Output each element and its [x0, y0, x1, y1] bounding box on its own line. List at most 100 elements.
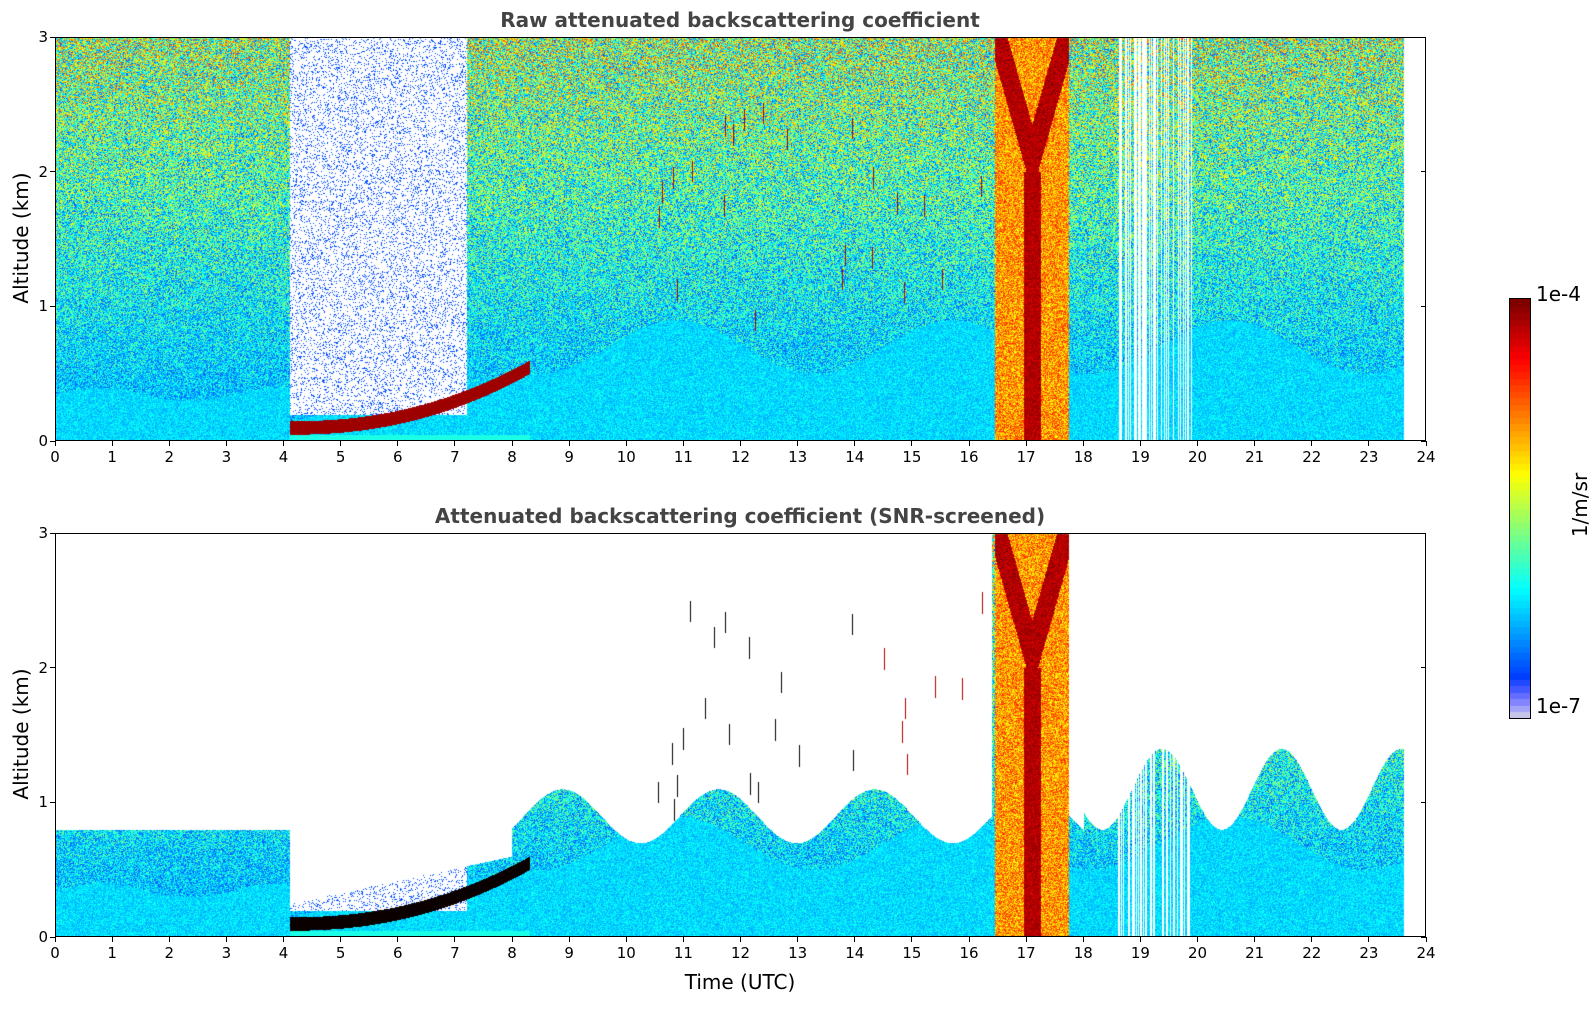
colorbar-unit-label: 1/m/sr [1568, 472, 1592, 538]
x-tick-mark [225, 937, 227, 942]
x-tick-mark [111, 441, 113, 446]
x-tick-mark [168, 937, 170, 942]
x-tick-label: 0 [50, 944, 60, 962]
top-plot-title: Raw attenuated backscattering coefficien… [500, 8, 980, 32]
x-tick-label: 4 [278, 448, 289, 466]
x-tick-label: 7 [450, 448, 460, 466]
x-tick-mark [1425, 441, 1427, 446]
y-tick-mark [1421, 532, 1426, 534]
x-tick-mark [1025, 441, 1027, 446]
y-tick-mark [1421, 801, 1426, 803]
x-tick-mark [1197, 937, 1198, 942]
x-tick-label: 24 [1416, 448, 1436, 466]
colorbar [1509, 298, 1531, 719]
x-tick-mark [1139, 937, 1141, 942]
x-tick-label: 4 [278, 944, 289, 962]
y-tick-label: 3 [38, 524, 48, 542]
x-tick-mark [225, 441, 227, 446]
x-tick-label: 12 [730, 944, 751, 962]
x-tick-label: 24 [1416, 944, 1436, 962]
x-tick-mark [1082, 441, 1084, 446]
x-tick-mark [1368, 937, 1370, 942]
y-tick-mark [50, 801, 55, 803]
x-tick-label: 3 [221, 448, 232, 466]
x-tick-label: 17 [1016, 448, 1036, 466]
x-tick-label: 6 [392, 448, 403, 466]
y-tick-label: 0 [38, 432, 48, 450]
x-tick-label: 6 [392, 944, 403, 962]
y-tick-label: 1 [38, 297, 48, 316]
x-tick-mark [283, 441, 284, 446]
x-tick-label: 23 [1359, 944, 1379, 962]
x-tick-label: 9 [564, 944, 574, 962]
x-tick-label: 20 [1187, 448, 1208, 466]
x-tick-label: 5 [335, 944, 346, 962]
x-tick-label: 5 [335, 448, 346, 466]
y-tick-mark [50, 171, 55, 173]
y-tick-mark [1421, 667, 1426, 669]
x-tick-label: 11 [673, 944, 693, 962]
x-tick-mark [283, 937, 284, 942]
x-tick-mark [797, 937, 799, 942]
x-tick-label: 8 [507, 448, 517, 466]
y-tick-mark [1421, 936, 1426, 938]
top-heatmap-canvas [55, 37, 1426, 441]
x-tick-mark [625, 441, 627, 446]
bottom-heatmap-plot [55, 533, 1426, 937]
y-tick-label: 3 [38, 28, 48, 46]
x-tick-label: 10 [616, 944, 636, 962]
x-tick-label: 12 [730, 448, 751, 466]
x-tick-label: 22 [1302, 944, 1322, 962]
x-tick-mark [568, 937, 570, 942]
y-tick-mark [50, 532, 55, 534]
x-tick-label: 11 [673, 448, 693, 466]
y-tick-mark [1421, 440, 1426, 442]
x-tick-mark [1311, 937, 1313, 942]
x-tick-label: 14 [845, 448, 865, 466]
x-tick-mark [740, 441, 741, 446]
x-tick-mark [454, 441, 456, 446]
x-tick-mark [511, 441, 513, 446]
y-tick-mark [1421, 171, 1426, 173]
colorbar-max-label: 1e-4 [1536, 282, 1581, 306]
x-tick-mark [340, 441, 342, 446]
x-tick-mark [682, 937, 684, 942]
x-tick-label: 13 [788, 944, 808, 962]
top-y-axis-label: Altitude (km) [9, 172, 33, 304]
x-tick-mark [54, 937, 56, 942]
x-tick-mark [397, 937, 399, 942]
x-tick-label: 15 [902, 944, 922, 962]
x-tick-mark [1425, 937, 1427, 942]
x-tick-label: 19 [1130, 944, 1150, 962]
x-tick-label: 13 [788, 448, 808, 466]
x-tick-label: 17 [1016, 944, 1036, 962]
y-tick-label: 2 [38, 658, 48, 677]
y-tick-mark [50, 936, 55, 938]
x-tick-mark [911, 937, 913, 942]
y-tick-mark [50, 440, 55, 442]
x-tick-label: 3 [221, 944, 232, 962]
x-tick-mark [854, 937, 856, 942]
x-tick-mark [1311, 441, 1313, 446]
y-tick-mark [50, 667, 55, 669]
bottom-plot-title: Attenuated backscattering coefficient (S… [434, 504, 1046, 528]
x-tick-label: 0 [50, 448, 60, 466]
y-tick-mark [50, 305, 55, 307]
x-tick-mark [168, 441, 170, 446]
x-tick-label: 20 [1187, 944, 1208, 962]
y-tick-label: 0 [38, 928, 48, 946]
x-tick-mark [454, 937, 456, 942]
x-tick-label: 15 [902, 448, 922, 466]
x-tick-mark [740, 937, 741, 942]
x-tick-mark [797, 441, 799, 446]
y-tick-label: 1 [38, 793, 48, 812]
x-tick-mark [911, 441, 913, 446]
x-tick-mark [1082, 937, 1084, 942]
x-tick-mark [111, 937, 113, 942]
y-tick-mark [1421, 305, 1426, 307]
x-tick-label: 2 [164, 944, 175, 962]
x-tick-label: 9 [564, 448, 574, 466]
x-tick-label: 14 [845, 944, 865, 962]
x-tick-mark [1254, 441, 1256, 446]
x-tick-mark [1139, 441, 1141, 446]
